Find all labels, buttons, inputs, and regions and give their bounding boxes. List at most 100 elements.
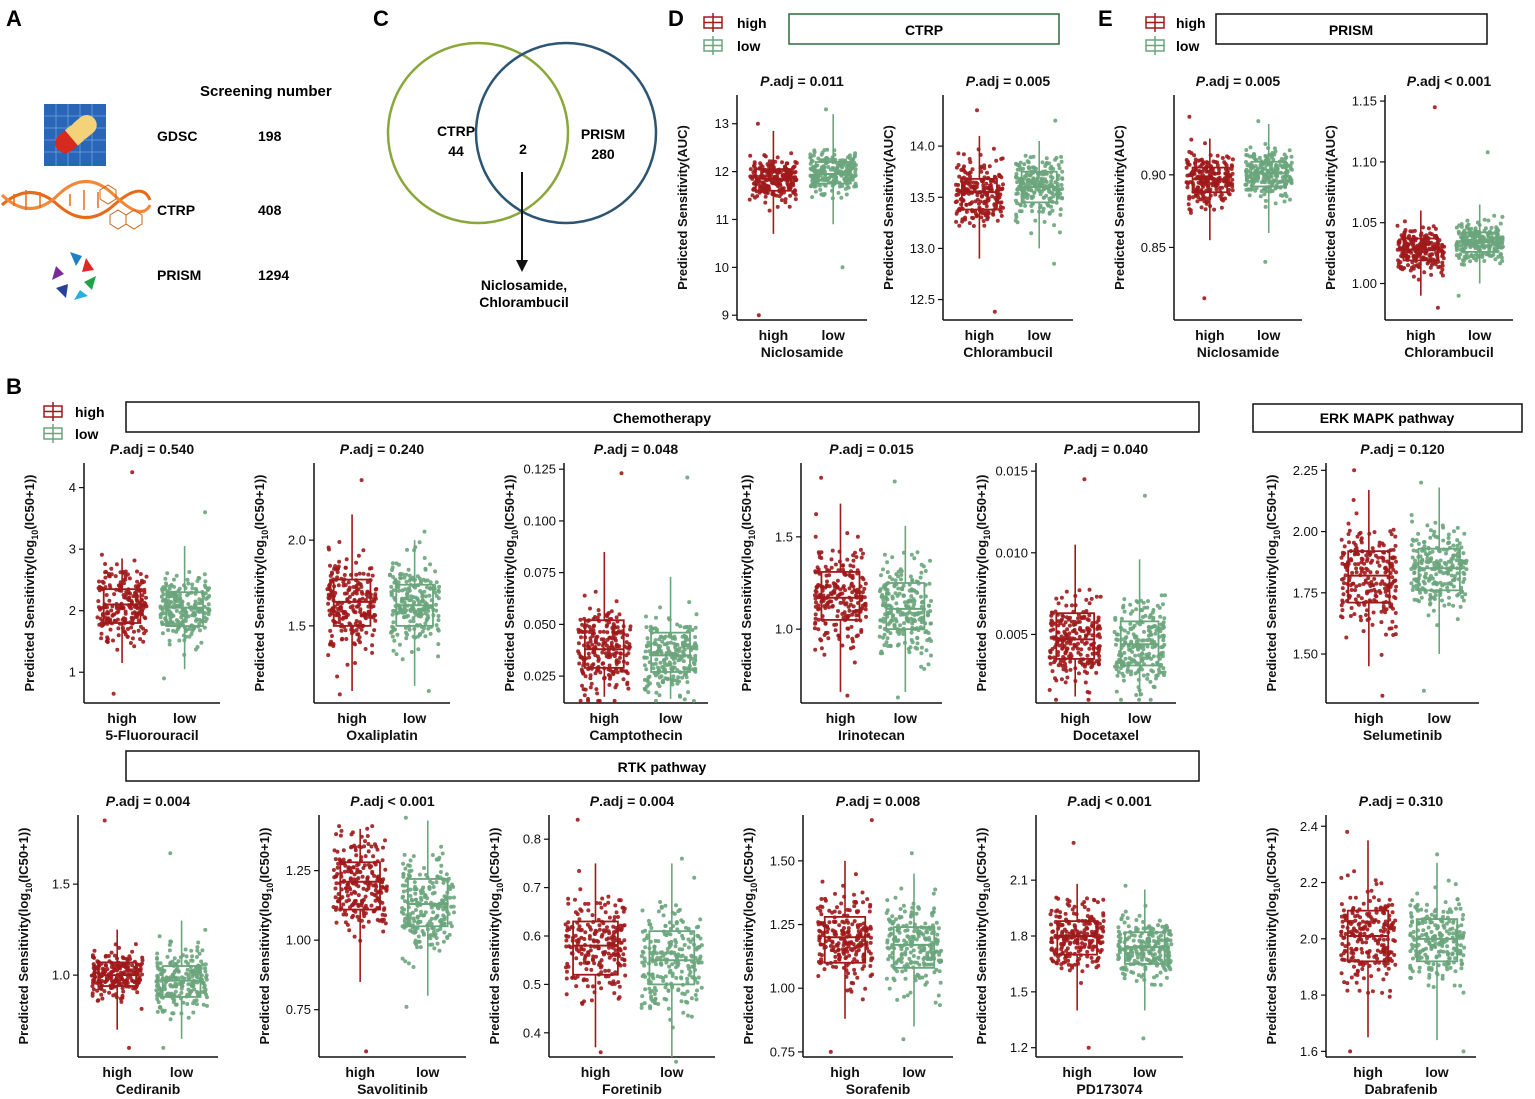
data-point — [682, 625, 687, 630]
data-point — [1023, 174, 1027, 179]
y-tick-label: 0.075 — [523, 565, 556, 580]
data-point — [1253, 164, 1258, 169]
data-point — [1128, 621, 1133, 626]
data-point — [405, 547, 409, 552]
data-point — [998, 204, 1003, 209]
data-point — [831, 167, 836, 172]
data-point — [373, 594, 378, 599]
data-point — [861, 577, 866, 582]
rtk-header: RTK pathway — [618, 759, 707, 775]
data-point — [1415, 263, 1419, 268]
y-tick-label: 0.100 — [523, 513, 556, 528]
data-point — [1459, 222, 1464, 227]
data-point — [1350, 570, 1355, 575]
data-point — [1048, 166, 1053, 171]
data-point — [1047, 196, 1052, 201]
data-point — [1381, 607, 1386, 612]
data-point — [671, 674, 676, 679]
data-point — [366, 572, 371, 577]
data-point — [808, 166, 813, 171]
data-point — [1031, 194, 1036, 199]
data-point — [992, 174, 997, 179]
data-point — [1077, 671, 1081, 676]
data-point — [985, 170, 989, 175]
data-point — [340, 616, 345, 621]
venn-ctrp-circle — [386, 41, 570, 225]
data-point — [393, 578, 398, 583]
data-point — [425, 616, 430, 621]
data-point — [340, 636, 345, 641]
data-point — [105, 617, 110, 622]
data-point — [1212, 207, 1217, 212]
data-point — [984, 204, 989, 209]
data-point — [1264, 189, 1269, 194]
data-point — [1359, 566, 1364, 571]
data-point — [909, 552, 914, 557]
data-point — [904, 603, 908, 608]
data-point — [1411, 274, 1416, 279]
data-point — [329, 639, 334, 644]
data-point — [1205, 183, 1210, 188]
data-point — [862, 595, 867, 600]
data-point — [428, 562, 433, 567]
y-tick-label: 12 — [715, 164, 729, 179]
data-point — [1113, 615, 1118, 620]
data-point — [1039, 171, 1044, 176]
data-point — [844, 192, 849, 197]
data-point — [391, 620, 396, 625]
data-point — [1352, 612, 1357, 617]
data-point — [892, 584, 897, 589]
data-point — [1487, 253, 1492, 258]
data-point — [908, 598, 912, 603]
data-point — [624, 640, 629, 645]
data-point — [664, 656, 669, 661]
data-point — [860, 603, 865, 608]
data-point — [897, 631, 902, 636]
data-point — [1160, 633, 1165, 638]
data-point — [1193, 193, 1198, 198]
data-point — [691, 660, 696, 665]
y-axis-label: Predicted Sensitivity(log10(IC50+1)) — [16, 828, 34, 1045]
y-axis-label: Predicted Sensitivity(AUC) — [1323, 125, 1338, 290]
data-point — [353, 661, 357, 665]
venn-prism-circle — [474, 41, 658, 225]
chart-title: P.adj = 0.040 — [1064, 441, 1149, 457]
data-point — [1160, 654, 1165, 659]
data-point — [389, 630, 393, 635]
data-point — [1383, 570, 1388, 575]
data-point — [783, 197, 788, 202]
data-point — [174, 618, 179, 623]
data-point — [1114, 667, 1119, 672]
data-point — [1151, 608, 1156, 612]
data-point — [824, 107, 828, 112]
category-label-high: high — [1406, 327, 1436, 343]
data-point — [1439, 270, 1444, 275]
data-point — [1404, 254, 1409, 259]
data-point — [961, 152, 966, 157]
data-point — [667, 650, 672, 655]
data-point — [1381, 558, 1386, 563]
data-point — [405, 590, 410, 595]
data-point — [421, 577, 426, 582]
data-point — [814, 512, 819, 517]
data-point — [390, 568, 394, 572]
data-point — [344, 637, 349, 641]
data-point — [1060, 169, 1065, 174]
data-point — [1079, 647, 1084, 652]
data-point — [1500, 214, 1505, 219]
data-point — [1486, 218, 1491, 223]
data-point — [995, 218, 1000, 223]
data-point — [1162, 673, 1166, 678]
data-point — [998, 200, 1003, 205]
data-point — [1188, 180, 1193, 184]
data-point — [1395, 223, 1400, 228]
data-point — [356, 553, 361, 558]
y-tick-label: 0.050 — [523, 617, 556, 632]
data-point — [1059, 159, 1064, 164]
data-point — [1013, 198, 1018, 203]
data-point — [1018, 203, 1023, 208]
data-point — [394, 652, 399, 657]
data-point — [1263, 198, 1268, 203]
data-point — [834, 622, 839, 627]
